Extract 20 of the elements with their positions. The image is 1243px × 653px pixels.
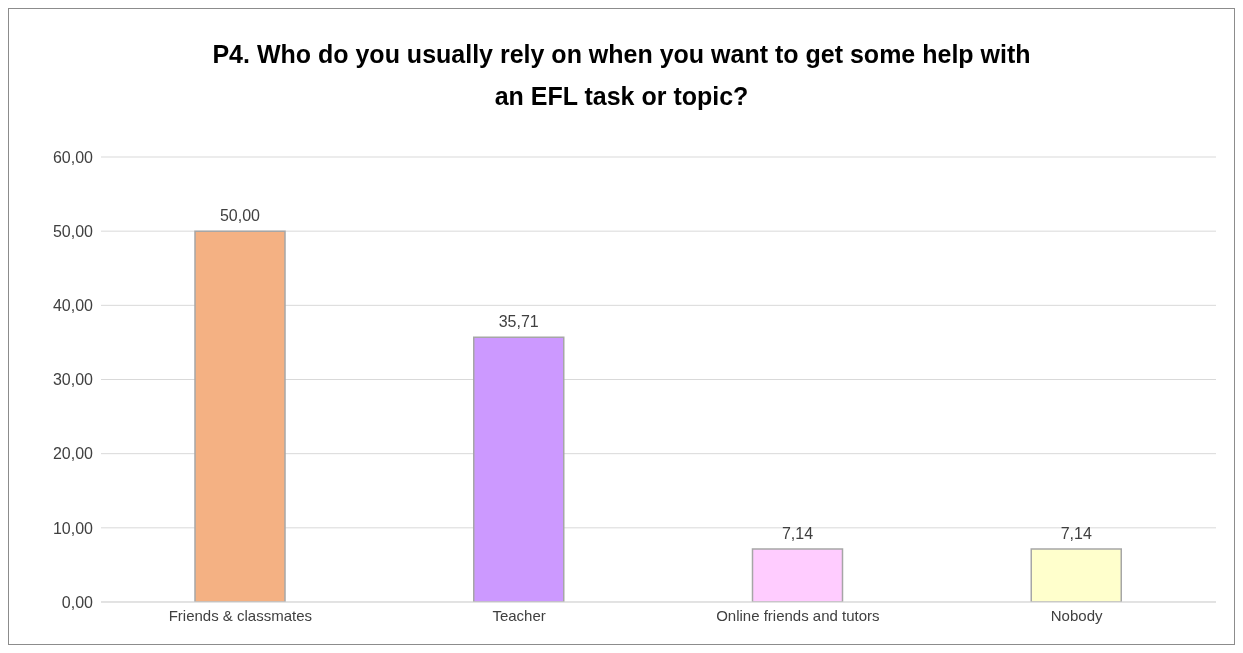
x-tick-label: Friends & classmates: [168, 606, 313, 624]
y-tick-label: 10,00: [52, 519, 94, 537]
y-tick-label: 50,00: [52, 222, 94, 240]
x-tick-label: Nobody: [1050, 606, 1103, 624]
data-label: 35,71: [498, 313, 539, 331]
y-tick-label: 40,00: [52, 297, 94, 315]
bar: [473, 336, 565, 602]
y-tick-label: 60,00: [52, 148, 94, 166]
bar: [1030, 548, 1122, 602]
bar: [194, 230, 286, 602]
y-tick-label: 0,00: [61, 593, 94, 611]
y-tick-label: 20,00: [52, 445, 94, 463]
data-label: 7,14: [1060, 525, 1092, 543]
data-label: 50,00: [219, 207, 261, 225]
x-tick-label: Online friends and tutors: [716, 606, 880, 624]
chart-title: P4. Who do you usually rely on when you want to get some help with an EFL task or topic?: [211, 39, 1032, 112]
bar: [751, 548, 844, 602]
x-tick-label: Teacher: [492, 606, 546, 624]
y-tick-label: 30,00: [52, 371, 94, 389]
data-label: 7,14: [781, 525, 814, 543]
